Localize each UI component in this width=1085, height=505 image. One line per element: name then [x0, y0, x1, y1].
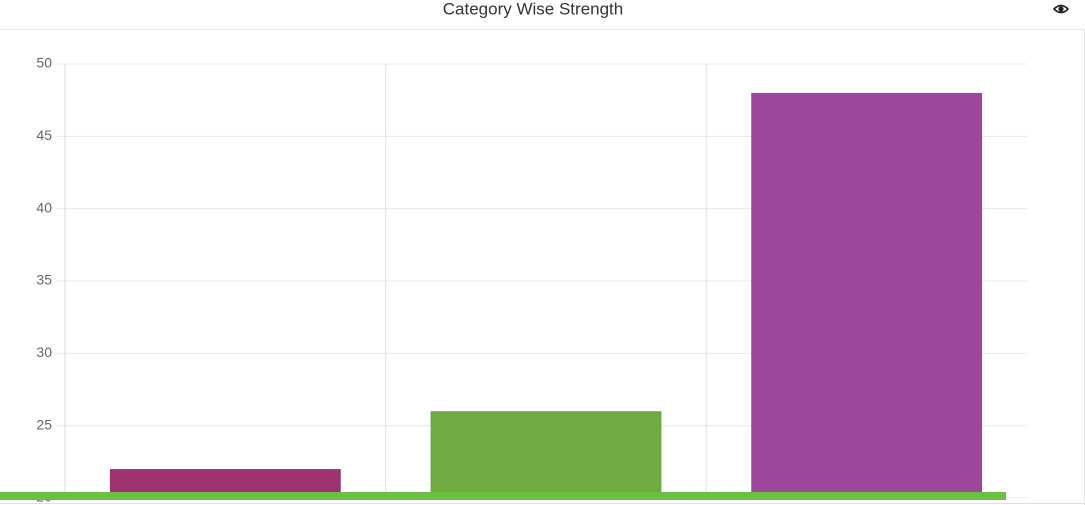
y-tick-label: 30 [36, 344, 52, 360]
eye-pupil [1058, 6, 1064, 12]
eye-outline [1052, 4, 1070, 14]
bar [430, 411, 662, 498]
view-icon[interactable] [1052, 4, 1070, 14]
y-tick-label: 45 [36, 127, 52, 143]
chart-title: Category Wise Strength [443, 0, 623, 18]
scroll-indicator [0, 492, 1006, 500]
y-tick-label: 40 [36, 199, 52, 215]
plot-area: 20253035404550 [36, 55, 1027, 505]
bar [751, 92, 983, 498]
y-tick-label: 50 [36, 55, 52, 71]
y-tick-label: 35 [36, 272, 52, 288]
y-tick-label: 25 [36, 416, 52, 432]
